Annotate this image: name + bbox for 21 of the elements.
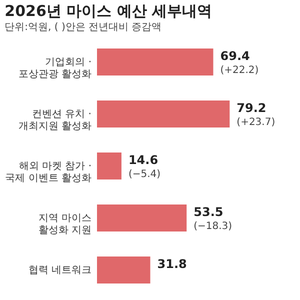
data-label: 69.4 <box>220 49 250 63</box>
data-label: 79.2 <box>236 101 266 115</box>
chart-title: 2026년 마이스 예산 세부내역 <box>4 2 212 20</box>
data-label: 53.5 <box>194 205 224 219</box>
y-tick-label: 지역 마이스 활성화 지원 <box>38 213 92 236</box>
annotation: (−18.3) <box>194 221 232 232</box>
y-tick-label: 협력 네트워크 <box>28 265 92 276</box>
bar <box>97 152 122 180</box>
y-tick-label: 해외 마켓 참가 · 국제 이벤트 활성화 <box>5 161 92 184</box>
data-label: 14.6 <box>128 153 158 167</box>
y-tick-label: 기업회의 · 포상관광 활성화 <box>18 57 92 80</box>
bar <box>97 256 150 284</box>
bar <box>97 204 187 232</box>
annotation: (+22.2) <box>220 65 259 76</box>
annotation: (−5.4) <box>128 169 161 180</box>
data-label: 31.8 <box>157 257 187 271</box>
annotation: (+23.7) <box>236 117 276 128</box>
bar <box>97 100 230 128</box>
y-tick-label: 컨벤션 유치 · 개최지원 활성화 <box>18 109 92 132</box>
bar <box>97 48 214 76</box>
chart-subtitle: 단위:억원, ( )안은 전년대비 증감액 <box>4 22 162 33</box>
